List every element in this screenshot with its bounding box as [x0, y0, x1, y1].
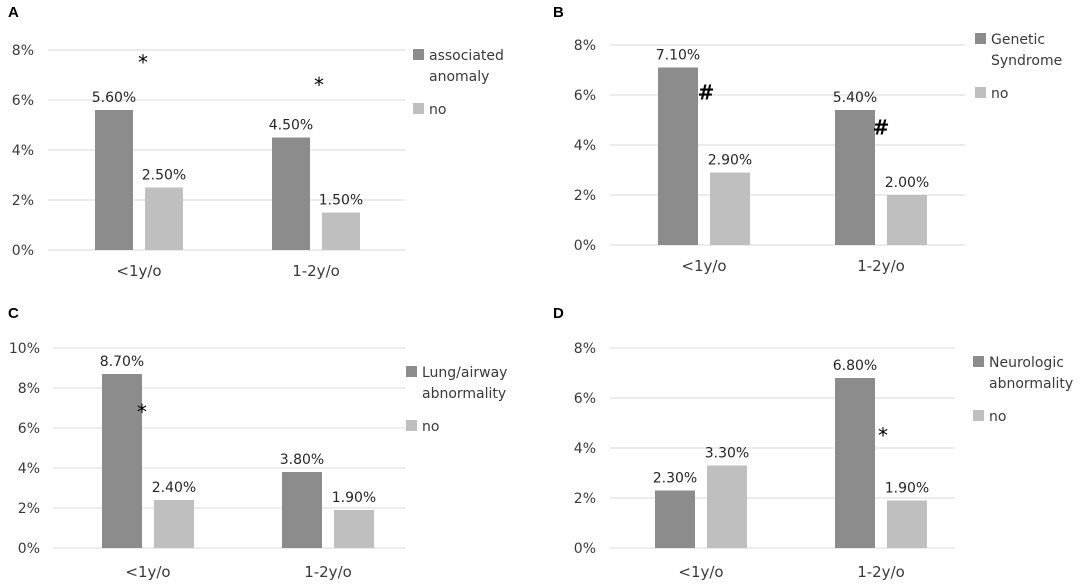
data-label: 2.40%: [152, 480, 196, 496]
legend-label: Genetic: [991, 32, 1045, 48]
y-tick-label: 8%: [12, 43, 34, 59]
y-tick-label: 0%: [18, 541, 40, 557]
category-label: <1y/o: [116, 262, 161, 280]
bar-C-condition-1: [282, 472, 322, 548]
legend-swatch-condition: [973, 356, 984, 367]
y-tick-label: 0%: [574, 541, 596, 557]
y-tick-label: 4%: [12, 143, 34, 159]
legend-swatch-no: [406, 420, 417, 431]
data-label: 5.40%: [833, 90, 877, 106]
bar-A-no-1: [322, 212, 360, 250]
legend-swatch-no: [413, 103, 424, 114]
legend-label: no: [422, 419, 439, 435]
category-label: 1-2y/o: [292, 262, 340, 280]
data-label: 5.60%: [92, 90, 136, 106]
legend-swatch-no: [973, 410, 984, 421]
y-tick-label: 6%: [12, 93, 34, 109]
significance-marker: *: [138, 51, 148, 75]
y-tick-label: 4%: [18, 461, 40, 477]
y-tick-label: 8%: [574, 341, 596, 357]
category-label: 1-2y/o: [857, 563, 905, 581]
panel-letter-B: B: [553, 4, 564, 21]
data-label: 3.80%: [280, 452, 324, 468]
legend-swatch-condition: [975, 33, 986, 44]
bar-D-condition-1: [835, 378, 875, 548]
legend-swatch-no: [975, 87, 986, 98]
bar-C-condition-0: [102, 374, 142, 548]
bar-B-condition-1: [835, 110, 875, 245]
data-label: 8.70%: [100, 354, 144, 370]
significance-marker: *: [314, 73, 324, 97]
y-tick-label: 4%: [574, 441, 596, 457]
y-tick-label: 6%: [574, 88, 596, 104]
y-tick-label: 6%: [574, 391, 596, 407]
category-label: <1y/o: [678, 563, 723, 581]
legend-label: no: [989, 409, 1006, 425]
category-label: 1-2y/o: [304, 563, 352, 581]
bar-D-no-1: [887, 500, 927, 548]
legend-label: Neurologic: [989, 355, 1064, 371]
category-label: <1y/o: [125, 563, 170, 581]
y-tick-label: 8%: [18, 381, 40, 397]
y-tick-label: 8%: [574, 38, 596, 54]
bar-B-no-1: [887, 195, 927, 245]
legend-label: abnormality: [989, 376, 1073, 392]
legend-label: associated: [429, 48, 504, 64]
data-label: 1.90%: [885, 481, 929, 497]
y-tick-label: 2%: [574, 188, 596, 204]
y-tick-label: 2%: [18, 501, 40, 517]
significance-marker: *: [137, 400, 147, 424]
legend-label: no: [429, 102, 446, 118]
bar-A-condition-0: [95, 110, 133, 250]
legend-swatch-condition: [406, 366, 417, 377]
y-tick-label: 10%: [9, 341, 40, 357]
legend-swatch-condition: [413, 49, 424, 60]
panel-letter-D: D: [553, 305, 564, 322]
bar-D-no-0: [707, 465, 747, 548]
y-tick-label: 4%: [574, 138, 596, 154]
legend-label: abnormality: [422, 386, 506, 402]
bar-D-condition-0: [655, 490, 695, 548]
bar-A-no-0: [145, 187, 183, 250]
significance-marker: #: [698, 81, 715, 105]
bar-A-condition-1: [272, 137, 310, 250]
data-label: 3.30%: [705, 446, 749, 462]
panel-letter-A: A: [8, 4, 19, 21]
y-tick-label: 0%: [574, 238, 596, 254]
bar-C-no-1: [334, 510, 374, 548]
y-tick-label: 0%: [12, 243, 34, 259]
significance-marker: *: [878, 424, 888, 448]
data-label: 1.90%: [332, 490, 376, 506]
panel-letter-C: C: [8, 305, 19, 322]
data-label: 2.30%: [653, 471, 697, 487]
legend-label: anomaly: [429, 69, 489, 85]
y-tick-label: 2%: [574, 491, 596, 507]
data-label: 2.50%: [142, 168, 186, 184]
data-label: 6.80%: [833, 358, 877, 374]
legend-label: Syndrome: [991, 53, 1062, 69]
legend-label: Lung/airway: [422, 365, 507, 381]
category-label: <1y/o: [681, 257, 726, 275]
data-label: 2.00%: [885, 175, 929, 191]
legend-label: no: [991, 86, 1008, 102]
data-label: 4.50%: [269, 118, 313, 134]
y-tick-label: 2%: [12, 193, 34, 209]
data-label: 2.90%: [708, 153, 752, 169]
bar-B-condition-0: [658, 67, 698, 245]
bar-C-no-0: [154, 500, 194, 548]
data-label: 1.50%: [319, 193, 363, 209]
category-label: 1-2y/o: [857, 257, 905, 275]
bar-B-no-0: [710, 172, 750, 245]
y-tick-label: 6%: [18, 421, 40, 437]
significance-marker: #: [873, 116, 890, 140]
data-label: 7.10%: [656, 48, 700, 64]
